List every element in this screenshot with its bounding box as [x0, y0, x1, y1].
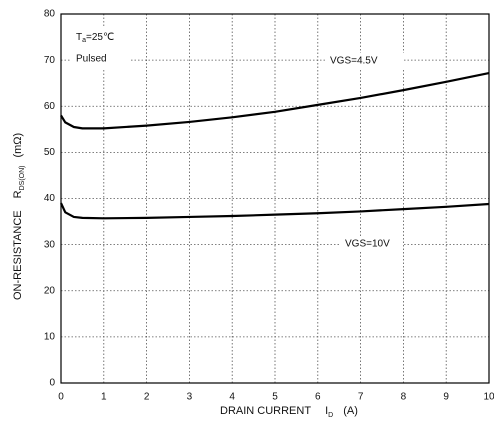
- y-label-subscript: DS(ON): [19, 166, 26, 191]
- x-tick-label: 5: [272, 392, 278, 403]
- y-tick-label: 70: [44, 55, 56, 66]
- y-tick-label: 40: [44, 193, 56, 204]
- y-tick-label: 50: [44, 147, 56, 158]
- y-tick-label: 10: [44, 332, 56, 343]
- series-label: VGS=10V: [345, 239, 390, 250]
- y-tick-label: 0: [49, 378, 55, 389]
- x-label-main: DRAIN CURRENT: [220, 405, 311, 417]
- temp-note: Ta=25℃: [76, 32, 114, 44]
- x-tick-label: 8: [401, 392, 407, 403]
- x-axis-label: DRAIN CURRENT ID (A): [220, 405, 358, 419]
- x-tick-label: 9: [443, 392, 449, 403]
- x-tick-label: 7: [358, 392, 364, 403]
- series-line: [60, 202, 490, 220]
- x-label-unit: (A): [343, 405, 358, 417]
- x-tick-label: 1: [101, 392, 107, 403]
- temp-subscript: a: [82, 37, 86, 44]
- curves: [60, 71, 490, 220]
- y-label-symbol: R: [12, 190, 24, 198]
- temp-value: =25℃: [86, 32, 114, 43]
- series-line: [60, 71, 490, 130]
- y-tick-label: 80: [44, 9, 56, 20]
- y-tick-label: 30: [44, 239, 56, 250]
- label-bg: [326, 53, 404, 68]
- y-label-main: ON-RESISTANCE: [12, 210, 24, 300]
- temp-symbol: T: [76, 32, 82, 43]
- x-tick-label: 3: [187, 392, 193, 403]
- label-bg: [341, 236, 403, 251]
- y-axis-label: ON-RESISTANCE RDS(ON) (mΩ): [12, 133, 26, 300]
- x-tick-label: 6: [315, 392, 321, 403]
- x-label-subscript: D: [328, 412, 333, 419]
- y-tick-label: 60: [44, 101, 56, 112]
- x-tick-label: 10: [483, 392, 494, 403]
- series-label: VGS=4.5V: [330, 56, 378, 67]
- mode-note: Pulsed: [76, 54, 107, 65]
- x-tick-label: 2: [144, 392, 150, 403]
- note-bg: [70, 28, 130, 70]
- plot-frame: [60, 13, 490, 384]
- y-label-unit: (mΩ): [12, 133, 24, 158]
- y-tick-label: 20: [44, 285, 56, 296]
- x-tick-label: 4: [229, 392, 235, 403]
- x-tick-label: 0: [58, 392, 64, 403]
- x-label-symbol: I: [325, 405, 328, 417]
